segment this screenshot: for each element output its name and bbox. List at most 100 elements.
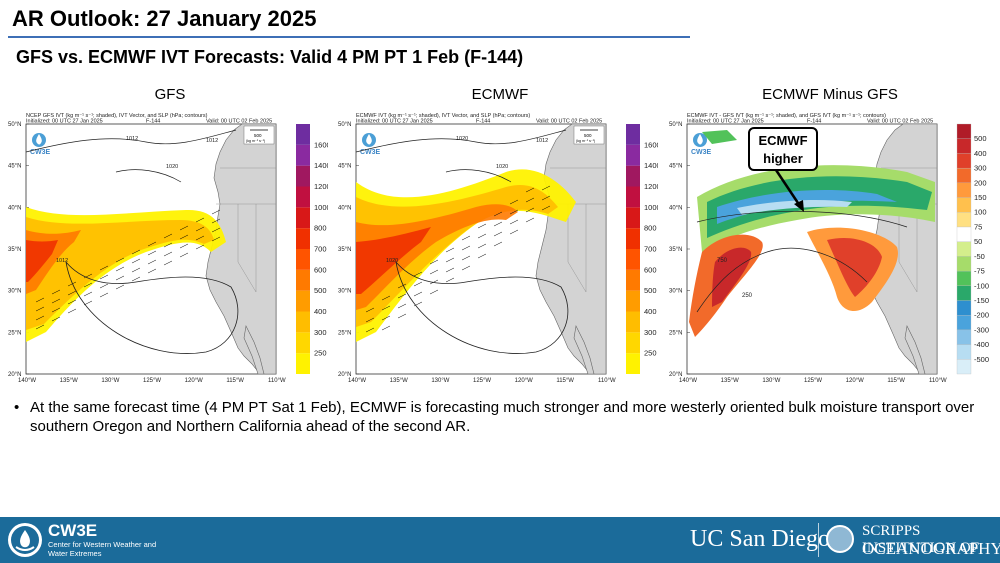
ivt-vector-arrow (477, 243, 487, 249)
vector-key-value: 500 (254, 133, 262, 138)
bullet-dot-icon: • (14, 399, 20, 416)
colorbar-label: -200 (974, 311, 989, 320)
lon-tick-label: 120°W (515, 378, 533, 384)
colorbar-label: 600 (314, 265, 327, 274)
ivt-vector-arrow (541, 205, 551, 211)
panel-label-gfs: GFS (154, 86, 186, 103)
ivt-band-400 (26, 217, 214, 330)
slp-contours: 1020 1020 1012 1020 (355, 129, 569, 354)
ivt-vector-arrow (131, 276, 141, 282)
ivt-vector-arrow (381, 325, 391, 331)
colorbar-label: 400 (314, 307, 327, 316)
vector-key: 500(kg m⁻¹ s⁻¹) (573, 125, 605, 145)
lat-tick-label: 40°N (669, 205, 682, 211)
ivt-vector-arrow (163, 260, 173, 266)
cw3e-logo-text: CW3E (30, 149, 51, 156)
colorbar: 500 400 300 200 150 100 75 50 -50 -75 -100 -150 -200… (956, 123, 989, 375)
colorbar-label: 300 (644, 328, 657, 337)
panel-header-init: Initialized: 00 UTC 27 Jan 2025 (26, 119, 103, 125)
ivt-vector-arrow (461, 255, 471, 261)
colorbar-label: -150 (974, 296, 989, 305)
panel-header-valid: Valid: 00 UTC 02 Feb 2025 (867, 119, 933, 125)
ivt-vector-arrow (477, 223, 487, 229)
lat-tick-label: 40°N (338, 205, 351, 211)
lat-tick-label: 30°N (669, 289, 682, 295)
ivt-vector-arrow (493, 221, 503, 227)
ivt-vector-arrow (413, 271, 423, 277)
colorbar-label: 500 (644, 286, 657, 295)
colorbar-label: 200 (974, 178, 987, 187)
ivt-vector-arrow (525, 187, 535, 193)
lon-tick-label: 125°W (804, 378, 822, 384)
lat-tick-label: 50°N (338, 122, 351, 128)
colorbar-label: 250 (644, 349, 657, 358)
panel-header-init: Initialized: 00 UTC 27 Jan 2025 (356, 119, 433, 125)
gfs-ivt-map-panel: NCEP GFS IVT (kg m⁻¹ s⁻¹; shaded), IVT V… (6, 112, 328, 387)
callout-line-2: higher (763, 151, 803, 166)
colorbar-segment (626, 269, 640, 291)
ivt-difference-field: 750 250 (689, 130, 935, 337)
ivt-vector-arrow (67, 281, 77, 287)
ivt-vector-arrow (115, 284, 125, 290)
diff-band-negative-east-core (827, 237, 882, 297)
ivt-vector-arrow (147, 250, 157, 256)
vector-key-units: (kg m⁻¹ s⁻¹) (246, 139, 265, 143)
lat-tick-label: 45°N (669, 164, 682, 170)
diff-band-negative-core (712, 247, 752, 307)
colorbar-segment (296, 228, 310, 249)
lat-tick-label: 45°N (338, 164, 351, 170)
ivt-vector-arrow (365, 327, 375, 333)
ivt-vector-arrow (509, 219, 519, 225)
colorbar-label: -100 (974, 281, 989, 290)
colorbar-label: -50 (974, 252, 985, 261)
colorbar-segment (296, 269, 310, 291)
panel-header-line-1: ECMWF IVT (kg m⁻¹ s⁻¹; shaded), IVT Vect… (356, 113, 530, 119)
lat-tick-label: 40°N (8, 205, 21, 211)
colorbar-segment (956, 138, 972, 154)
ivt-band-700 (356, 204, 518, 310)
colorbar-segment (956, 270, 972, 286)
diff-band-north (702, 130, 737, 144)
baja-land (243, 325, 265, 375)
ivt-vector-arrow (461, 245, 471, 251)
lon-tick-label: 110°W (598, 378, 616, 384)
lon-tick-label: 115°W (556, 378, 574, 384)
scripps-globe-icon (826, 525, 854, 553)
ivt-vector-arrow (83, 291, 93, 297)
footer-bar: CW3E Center for Western Weather and Wate… (0, 517, 1000, 563)
colorbar-label: 400 (644, 307, 657, 316)
lat-tick-label: 25°N (338, 330, 351, 336)
colorbar-label: -75 (974, 267, 985, 276)
ivt-vector-arrow (429, 289, 439, 295)
ivt-plume (26, 207, 226, 342)
cw3e-drop-shape (36, 134, 42, 145)
lon-tick-label: 140°W (679, 378, 697, 384)
colorbar-label: 1400 (314, 161, 328, 170)
ivt-vector-arrow (51, 307, 61, 313)
ivt-vector-arrow (429, 269, 439, 275)
ivt-vector-arrow (99, 283, 109, 289)
ivt-vector-arrow (67, 290, 77, 296)
ivt-band-1000 (26, 240, 58, 282)
colorbar-segment (626, 228, 640, 249)
lon-tick-label: 125°W (143, 378, 161, 384)
ivt-vector-arrow (67, 299, 77, 305)
ivt-vector-arrow (445, 247, 455, 253)
colorbar-segment (296, 186, 310, 208)
scripps-line-2: OCEANOGRAPHY (862, 539, 1000, 558)
ecmwf-minus-gfs-map-panel: ECMWF IVT - GFS IVT (kg m⁻¹ s⁻¹; shaded)… (667, 112, 995, 387)
colorbar-segment (626, 311, 640, 333)
ivt-vector-arrow (179, 234, 189, 240)
ivt-vector-arrow (99, 265, 109, 271)
ivt-vector-arrow (83, 273, 93, 279)
ivt-vector-arrow (99, 274, 109, 280)
panel-header-line-1: NCEP GFS IVT (kg m⁻¹ s⁻¹; shaded), IVT V… (26, 113, 208, 119)
colorbar-label: 1000 (314, 203, 328, 212)
ivt-vector-arrow (397, 283, 407, 289)
colorbar-label: 400 (974, 149, 987, 158)
colorbar-segment (626, 207, 640, 229)
ivt-vector-arrow (147, 259, 157, 265)
ivt-vector-arrow (461, 235, 471, 241)
slide-subtitle: GFS vs. ECMWF IVT Forecasts: Valid 4 PM … (16, 47, 524, 67)
cw3e-drop-shape (697, 134, 703, 145)
